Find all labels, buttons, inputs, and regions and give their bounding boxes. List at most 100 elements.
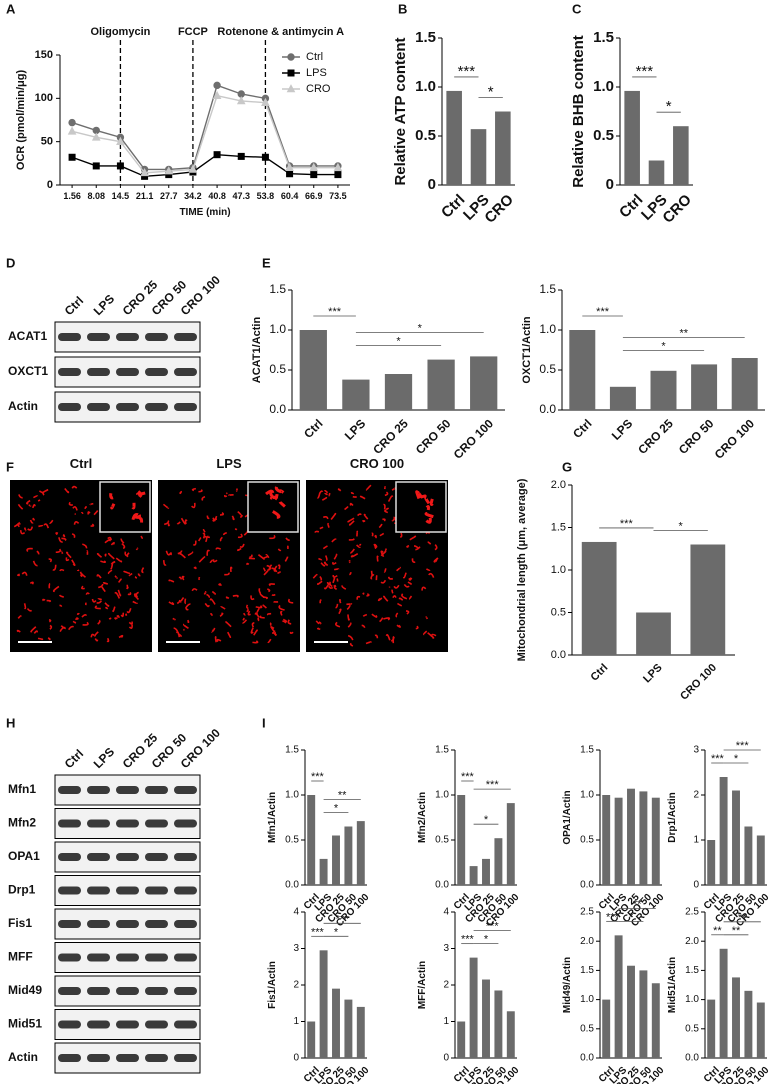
mitochondrion bbox=[223, 532, 227, 536]
y-tick-label: 100 bbox=[35, 92, 53, 104]
blot-band bbox=[87, 333, 110, 341]
y-tick-label: 0.5 bbox=[285, 835, 299, 846]
mitochondrion bbox=[341, 584, 347, 590]
mitochondrion bbox=[332, 561, 337, 565]
blot-band bbox=[58, 886, 81, 895]
mitochondrion bbox=[55, 532, 59, 536]
inset-mitochondrion bbox=[273, 493, 279, 501]
mitochondrion bbox=[362, 592, 365, 595]
mitochondrion bbox=[210, 629, 215, 633]
mitochondrion bbox=[316, 580, 323, 585]
blot-band bbox=[145, 987, 168, 995]
bar bbox=[457, 1021, 466, 1058]
y-tick-label: 2.5 bbox=[685, 907, 699, 918]
mitochondrion bbox=[267, 567, 271, 571]
bar bbox=[342, 379, 370, 410]
y-axis-label: Fis1/Actin bbox=[267, 961, 278, 1009]
blot-band bbox=[116, 1020, 139, 1029]
mitochondrion bbox=[133, 592, 137, 597]
inset-mitochondrion bbox=[278, 501, 286, 508]
mitochondrion bbox=[224, 572, 230, 576]
blot-band bbox=[116, 819, 139, 828]
inset-mitochondrion bbox=[109, 493, 114, 500]
inset-mitochondrion bbox=[138, 517, 144, 523]
data-point bbox=[213, 81, 221, 90]
significance-label: *** bbox=[311, 771, 325, 783]
panel-label: G bbox=[562, 460, 572, 475]
row-label: Mfn2 bbox=[8, 816, 36, 830]
y-tick-label: 2 bbox=[693, 790, 699, 801]
mitochondrion bbox=[362, 613, 368, 617]
mitochondrion bbox=[223, 494, 228, 498]
mitochondrion bbox=[232, 594, 239, 598]
mitochondrion bbox=[68, 501, 73, 506]
panel-label: I bbox=[262, 716, 266, 731]
mitochondrion bbox=[202, 532, 206, 539]
mitochondrion bbox=[384, 509, 389, 514]
mitochondrion bbox=[112, 606, 116, 613]
mitochondrion bbox=[179, 490, 183, 495]
bar bbox=[732, 977, 740, 1058]
bar bbox=[614, 935, 623, 1058]
mitochondrion bbox=[314, 530, 320, 533]
mitochondrion bbox=[82, 621, 89, 626]
mitochondrion bbox=[332, 577, 336, 584]
mitochondrion bbox=[328, 585, 334, 589]
mitochondrion bbox=[383, 503, 386, 510]
mitochondrion bbox=[204, 535, 208, 543]
mitochondrion bbox=[399, 532, 403, 538]
mitochondrion bbox=[374, 534, 377, 539]
mitochondrion bbox=[29, 581, 34, 585]
data-point bbox=[68, 118, 76, 127]
inset-mitochondrion bbox=[137, 490, 146, 496]
mitochondrion bbox=[252, 640, 259, 644]
mitochondrion bbox=[52, 585, 60, 593]
data-point bbox=[309, 162, 319, 171]
mitochondrion bbox=[425, 616, 429, 620]
mitochondrion bbox=[116, 615, 120, 619]
mitochondrion bbox=[62, 534, 66, 538]
mitochondrion bbox=[268, 583, 275, 587]
mitochondrion bbox=[33, 495, 39, 499]
mitochondrion bbox=[107, 552, 115, 560]
mitochondrion bbox=[128, 624, 133, 629]
mitochondrion bbox=[277, 548, 282, 552]
mitochondrion bbox=[169, 552, 172, 556]
x-tick-label: 34.2 bbox=[184, 191, 202, 201]
bar bbox=[636, 612, 671, 655]
mitochondrion bbox=[175, 631, 181, 638]
mitochondrion bbox=[243, 612, 246, 616]
mitochondrion bbox=[180, 517, 186, 525]
mitochondrion bbox=[287, 619, 292, 625]
significance-label: *** bbox=[461, 934, 475, 946]
blot-band bbox=[58, 987, 81, 995]
mitochondrion bbox=[289, 631, 294, 635]
y-tick-label: 0 bbox=[293, 1053, 299, 1064]
mitochondrion bbox=[262, 604, 267, 609]
y-axis-label: MFF/Actin bbox=[417, 961, 428, 1009]
data-point bbox=[286, 170, 294, 178]
y-axis-label: ACAT1/Actin bbox=[251, 317, 263, 384]
x-tick-label: LPS bbox=[342, 416, 368, 442]
mitochondrion bbox=[344, 506, 349, 511]
mitochondrion bbox=[212, 559, 218, 563]
mitochondrion bbox=[121, 542, 126, 550]
lane-label: LPS bbox=[91, 745, 117, 771]
event-label: Rotenone & antimycin A bbox=[217, 26, 344, 38]
mitochondrion bbox=[48, 618, 52, 623]
mitochondrion bbox=[209, 613, 214, 617]
blot-band bbox=[116, 987, 139, 995]
y-tick-label: 0.5 bbox=[269, 362, 286, 376]
y-tick-label: 0.5 bbox=[415, 127, 436, 144]
mitochondrion bbox=[256, 607, 260, 614]
mitochondrion bbox=[23, 603, 27, 610]
micrograph-title: LPS bbox=[216, 456, 242, 471]
blot-band bbox=[87, 987, 110, 995]
mitochondrion bbox=[277, 570, 281, 575]
mitochondrion bbox=[132, 600, 138, 604]
mitochondrion bbox=[104, 538, 112, 544]
mitochondrion bbox=[427, 541, 432, 545]
mitochondrion bbox=[391, 516, 397, 522]
bar bbox=[569, 330, 596, 410]
mitochondrion bbox=[81, 585, 85, 590]
